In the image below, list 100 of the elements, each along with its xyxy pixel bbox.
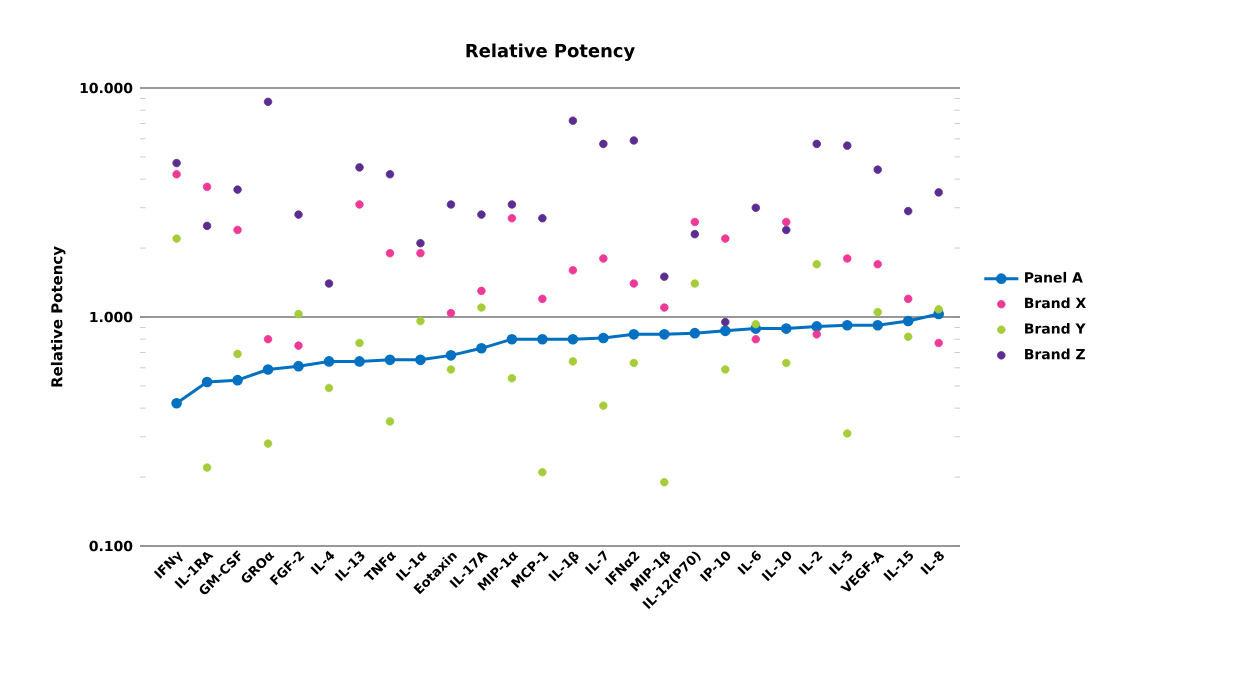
point (324, 279, 334, 288)
point (446, 308, 456, 318)
point (202, 463, 212, 472)
point (904, 332, 913, 341)
point (415, 354, 426, 366)
point (782, 217, 791, 227)
point (902, 315, 914, 327)
point (172, 158, 181, 168)
point (934, 305, 943, 314)
point (659, 329, 670, 340)
point (873, 165, 882, 174)
point (354, 356, 365, 367)
point (721, 317, 730, 327)
point (873, 260, 882, 269)
point (202, 182, 212, 192)
point (598, 332, 609, 344)
point (232, 374, 243, 386)
point (355, 163, 364, 172)
point (477, 286, 486, 296)
point (263, 439, 273, 448)
point (262, 364, 274, 375)
point (690, 279, 700, 288)
point (689, 327, 701, 339)
point (690, 229, 700, 239)
point (751, 320, 760, 329)
point (599, 254, 608, 263)
point (294, 309, 303, 319)
point (629, 358, 639, 368)
point (233, 185, 242, 194)
point (721, 365, 730, 374)
point (873, 307, 882, 317)
point (628, 329, 640, 340)
point (660, 477, 669, 487)
point (294, 210, 303, 219)
point (780, 323, 792, 334)
point (751, 335, 760, 344)
point (567, 333, 579, 345)
point (323, 356, 335, 367)
point (782, 225, 791, 235)
point (385, 248, 395, 258)
point (934, 338, 943, 348)
point (904, 206, 913, 216)
point (355, 200, 364, 209)
point (538, 214, 547, 223)
point (172, 170, 181, 179)
point (629, 279, 639, 288)
point (263, 97, 273, 107)
point (721, 234, 730, 243)
point (812, 139, 821, 149)
point (507, 214, 517, 223)
point (872, 320, 884, 331)
point (385, 417, 395, 426)
point (202, 221, 212, 231)
point (690, 217, 700, 227)
point (446, 200, 456, 209)
point (416, 248, 425, 258)
point (446, 365, 456, 374)
point (599, 401, 608, 410)
point (233, 225, 242, 235)
point (719, 325, 731, 337)
point (568, 266, 578, 275)
point (841, 320, 853, 331)
point (294, 341, 303, 350)
point (385, 170, 395, 179)
point (811, 321, 823, 332)
point (416, 239, 425, 248)
point (384, 354, 396, 366)
point (904, 294, 913, 304)
point (506, 333, 518, 345)
point (812, 260, 821, 269)
point (568, 357, 578, 366)
point (629, 136, 639, 145)
point (477, 210, 486, 219)
point (324, 383, 334, 393)
point (507, 200, 517, 209)
point (477, 303, 486, 312)
point (843, 254, 852, 263)
chart-title: Relative Potency (466, 43, 635, 62)
point (599, 139, 608, 149)
point (445, 350, 457, 361)
point (843, 429, 852, 438)
point (660, 272, 669, 281)
point (355, 338, 364, 348)
point (171, 397, 182, 409)
point (476, 343, 487, 354)
point (416, 316, 425, 326)
point (537, 333, 548, 345)
point (812, 330, 821, 339)
point (538, 294, 547, 304)
point (843, 141, 852, 150)
point (293, 360, 304, 372)
point (934, 188, 943, 197)
point (782, 358, 791, 368)
point (660, 303, 669, 312)
point (538, 468, 547, 477)
point (751, 203, 760, 212)
point (233, 349, 242, 359)
point (201, 376, 213, 388)
point (507, 374, 517, 383)
point (263, 335, 273, 344)
